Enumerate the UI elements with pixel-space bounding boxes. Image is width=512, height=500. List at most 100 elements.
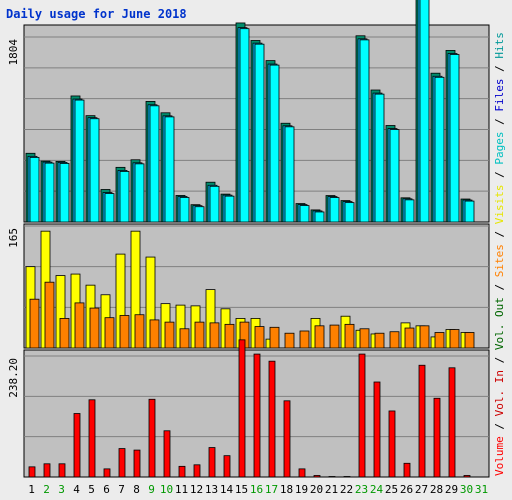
bar-volume-day-1 [28, 466, 36, 478]
x-tick-label-day-16: 16 [250, 483, 263, 496]
bar-volume-day-13 [208, 447, 216, 478]
bar-sites-day-17 [269, 326, 280, 349]
bar-volume-day-18 [283, 400, 291, 478]
x-tick-label-day-30: 30 [460, 483, 473, 496]
bar-volume-day-3 [58, 463, 66, 478]
y-max-label-top: 1804 [7, 39, 20, 66]
bar-volume-day-26 [403, 462, 411, 478]
x-tick-label-day-22: 22 [340, 483, 353, 496]
bar-volume-day-8 [133, 449, 141, 478]
x-tick-label-day-10: 10 [160, 483, 173, 496]
bar-pages-day-19 [299, 205, 310, 223]
bar-volume-day-20 [313, 475, 321, 478]
bar-sites-day-5 [89, 307, 100, 349]
bar-sites-day-1 [29, 298, 40, 349]
bar-volume-day-6 [103, 468, 111, 478]
legend-part: Sites [493, 244, 506, 277]
bar-volume-day-22 [343, 476, 351, 478]
bar-pages-day-30 [464, 200, 475, 223]
bar-sites-day-9 [149, 319, 160, 349]
x-tick-label-day-2: 2 [43, 483, 50, 496]
bar-volume-day-30 [463, 475, 471, 478]
legend-part: Hits [493, 32, 506, 59]
legend-part: / [493, 165, 506, 185]
bar-pages-day-7 [119, 171, 130, 223]
x-tick-label-day-12: 12 [190, 483, 203, 496]
bar-pages-day-20 [314, 211, 325, 223]
x-tick-label-day-21: 21 [325, 483, 338, 496]
bar-volume-day-4 [73, 413, 81, 478]
legend-part: Vol. In [493, 370, 506, 416]
bar-sites-day-27 [419, 325, 430, 349]
bar-pages-day-10 [164, 116, 175, 223]
bar-sites-day-29 [449, 329, 460, 349]
legend-part: / [493, 224, 506, 244]
bar-volume-day-10 [163, 430, 171, 478]
legend-part: / [493, 112, 506, 132]
bar-volume-day-28 [433, 397, 441, 478]
bar-sites-day-10 [164, 321, 175, 349]
x-tick-label-day-4: 4 [73, 483, 80, 496]
legend-part: Pages [493, 132, 506, 165]
bar-volume-day-2 [43, 463, 51, 478]
bar-sites-day-12 [194, 321, 205, 349]
x-tick-label-day-28: 28 [430, 483, 443, 496]
bar-pages-day-15 [239, 28, 250, 223]
x-tick-label-day-25: 25 [385, 483, 398, 496]
x-tick-label-day-27: 27 [415, 483, 428, 496]
bar-volume-day-17 [268, 360, 276, 478]
bar-volume-day-15 [238, 339, 246, 478]
x-tick-label-day-8: 8 [133, 483, 140, 496]
x-tick-label-day-29: 29 [445, 483, 458, 496]
bar-sites-day-20 [314, 325, 325, 349]
x-tick-label-day-18: 18 [280, 483, 293, 496]
bar-pages-day-18 [284, 126, 295, 223]
bar-sites-day-16 [254, 326, 265, 349]
x-tick-label-day-11: 11 [175, 483, 188, 496]
bar-sites-day-11 [179, 328, 190, 349]
bar-volume-day-24 [373, 381, 381, 478]
x-tick-label-day-20: 20 [310, 483, 323, 496]
bar-pages-day-23 [359, 39, 370, 223]
bar-pages-day-29 [449, 54, 460, 223]
bar-pages-day-13 [209, 185, 220, 223]
bar-volume-day-27 [418, 364, 426, 478]
x-tick-label-day-26: 26 [400, 483, 413, 496]
y-max-label-bot: 238.20 [7, 358, 20, 398]
bar-sites-day-3 [59, 318, 70, 349]
x-tick-label-day-3: 3 [58, 483, 65, 496]
legend-part: Visits [493, 185, 506, 225]
x-tick-label-day-14: 14 [220, 483, 234, 496]
bar-volume-day-9 [148, 398, 156, 478]
bar-sites-day-7 [119, 315, 130, 349]
y-max-label-mid: 165 [7, 228, 20, 248]
x-tick-label-day-23: 23 [355, 483, 368, 496]
bar-volume-day-12 [193, 464, 201, 478]
x-tick-label-day-5: 5 [88, 483, 95, 496]
bar-pages-day-5 [89, 118, 100, 223]
bar-sites-day-2 [44, 281, 55, 349]
bar-sites-day-19 [299, 330, 310, 349]
bar-sites-day-21 [329, 324, 340, 349]
bar-volume-day-14 [223, 455, 231, 478]
bar-pages-day-6 [104, 193, 115, 223]
bar-sites-day-13 [209, 322, 220, 349]
bar-volume-day-19 [298, 468, 306, 478]
bar-sites-day-28 [434, 332, 445, 349]
bar-pages-day-14 [224, 195, 235, 223]
x-tick-label-day-7: 7 [118, 483, 125, 496]
chart-title: Daily usage for June 2018 [6, 7, 187, 21]
bar-volume-day-11 [178, 465, 186, 478]
bar-volume-day-25 [388, 410, 396, 478]
bar-pages-day-16 [254, 43, 265, 223]
bar-sites-day-18 [284, 332, 295, 349]
bar-volume-day-5 [88, 399, 96, 478]
x-tick-label-day-31: 31 [475, 483, 488, 496]
bar-volume-day-29 [448, 367, 456, 478]
bar-sites-day-8 [134, 314, 145, 349]
bar-pages-day-4 [74, 99, 85, 223]
bar-pages-day-27 [419, 0, 430, 223]
legend-part: Files [493, 79, 506, 112]
bar-pages-day-12 [194, 206, 205, 223]
bar-pages-day-8 [134, 163, 145, 223]
